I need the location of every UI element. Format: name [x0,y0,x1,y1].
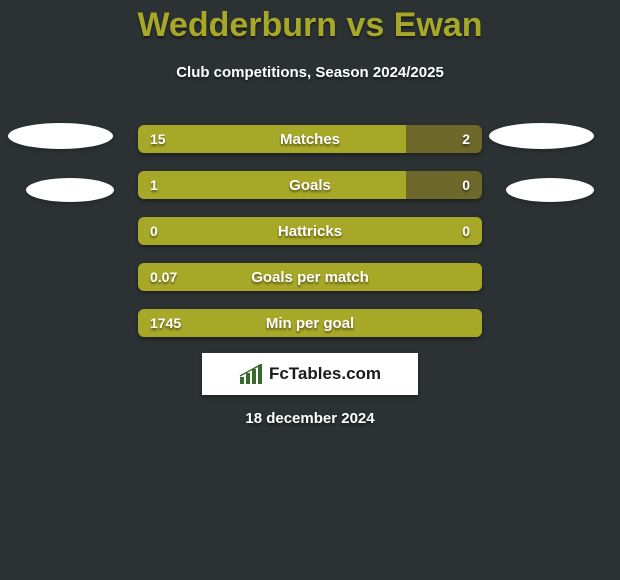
decoration-ellipse [506,178,594,202]
comparison-bars: Matches152Goals10Hattricks00Goals per ma… [138,125,482,337]
stat-label: Goals per match [138,263,482,291]
stat-row: Hattricks0 0 [138,217,482,245]
stat-value-left: 0.07 [150,263,177,291]
stat-label: Hattricks [138,217,482,245]
stat-value-right: 0 [462,171,470,199]
decoration-ellipse [489,123,594,149]
chart-canvas: Wedderburn vs Ewan Club competitions, Se… [0,0,620,580]
decoration-ellipse [8,123,113,149]
stat-value-left: 1745 [150,309,181,337]
stat-row: Matches15 2 [138,125,482,153]
stat-value-right: 0 [462,217,470,245]
fctables-logo: FcTables.com [202,353,418,395]
stat-label: Goals [138,171,482,199]
decoration-ellipse [26,178,114,202]
stat-row: Goals1 0 [138,171,482,199]
stat-value-right: 2 [462,125,470,153]
stat-label: Min per goal [138,309,482,337]
page-title: Wedderburn vs Ewan [0,6,620,45]
generated-date: 18 december 2024 [0,410,620,427]
logo-inner: FcTables.com [239,364,381,384]
stat-value-left: 0 [150,217,158,245]
subtitle: Club competitions, Season 2024/2025 [0,64,620,81]
stat-value-left: 1 [150,171,158,199]
stat-label: Matches [138,125,482,153]
bar-chart-icon [239,364,265,384]
stat-value-left: 15 [150,125,166,153]
logo-text: FcTables.com [269,364,381,384]
stat-row: Goals per match0.07 [138,263,482,291]
stat-row: Min per goal1745 [138,309,482,337]
